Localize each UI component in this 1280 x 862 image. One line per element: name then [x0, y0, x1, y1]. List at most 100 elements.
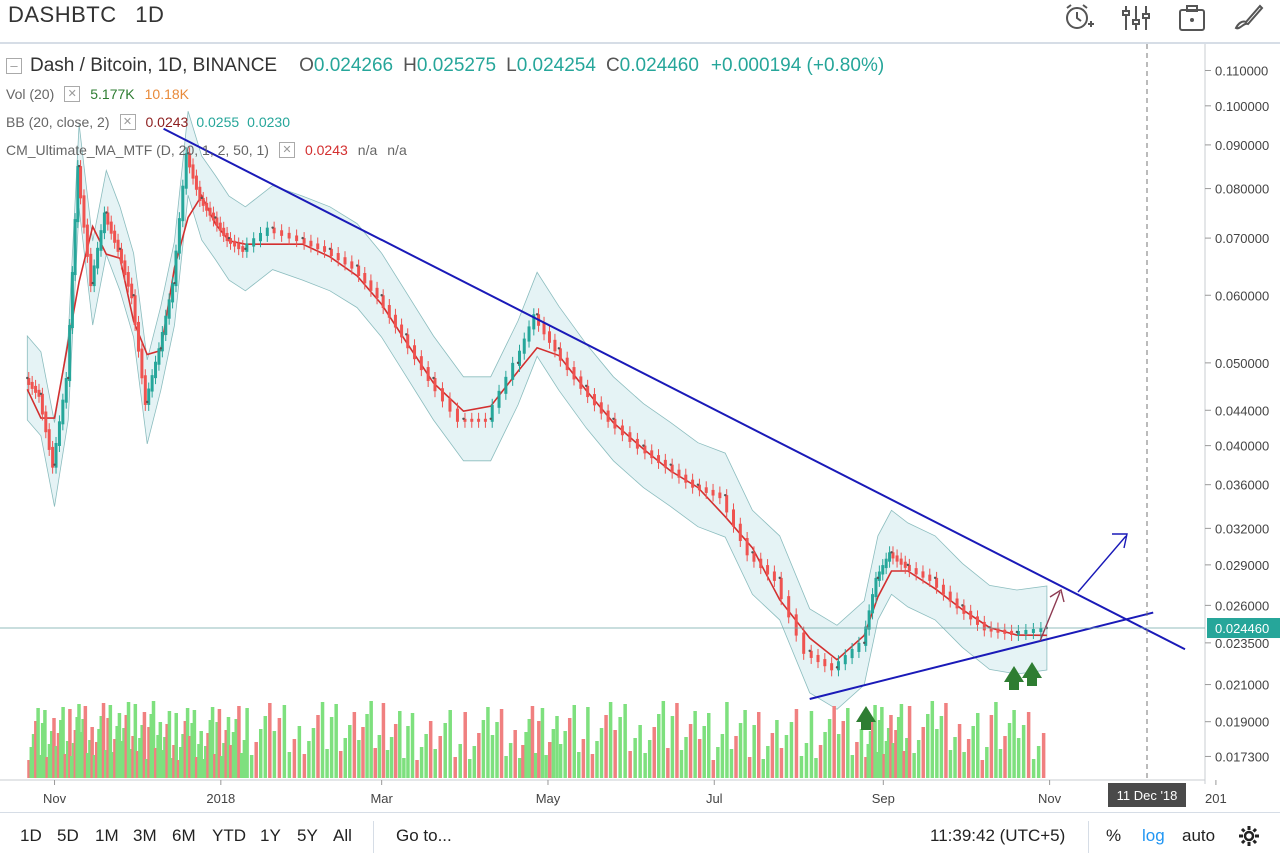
volume-bar: [916, 740, 921, 778]
candle-body: [802, 632, 806, 654]
volume-bar: [381, 703, 386, 778]
volume-bar: [775, 720, 779, 778]
collapse-legend-icon[interactable]: –: [6, 58, 22, 74]
auto-scale-toggle[interactable]: auto: [1182, 826, 1216, 845]
volume-bar: [896, 717, 901, 778]
drawing-brush-icon[interactable]: [1232, 2, 1266, 34]
candle-body: [157, 348, 161, 365]
volume-bar: [957, 724, 962, 778]
range-3m[interactable]: 3M: [133, 826, 157, 845]
volume-bar: [428, 721, 433, 778]
volume-bar: [373, 748, 377, 778]
vol-close-icon[interactable]: ✕: [64, 86, 81, 102]
vol-ma-value: 10.18K: [144, 86, 189, 102]
price-point: [227, 236, 231, 240]
indicators-icon[interactable]: [1120, 2, 1152, 34]
symbol-title[interactable]: DASHBTC 1D: [8, 2, 164, 28]
volume-bar: [433, 749, 437, 778]
volume-bar: [113, 739, 117, 778]
volume-bar: [975, 713, 980, 778]
candle-body: [874, 577, 878, 598]
range-6m[interactable]: 6M: [172, 826, 196, 845]
volume-bar: [194, 757, 199, 778]
volume-bar: [277, 718, 282, 778]
volume-bar: [206, 733, 210, 778]
volume-bar: [921, 727, 925, 778]
volume-bar: [756, 712, 761, 778]
candle-body: [823, 659, 827, 667]
volume-bar: [855, 742, 859, 778]
candle-body: [483, 418, 487, 422]
percent-scale-toggle[interactable]: %: [1106, 826, 1122, 845]
clock-timezone[interactable]: 11:39:42 (UTC+5): [930, 826, 1066, 845]
volume-bar: [222, 743, 226, 778]
volume-bar: [217, 709, 222, 778]
log-scale-toggle[interactable]: log: [1142, 826, 1165, 845]
price-point: [432, 376, 435, 380]
volume-bar: [29, 747, 34, 778]
candle-body: [691, 479, 695, 488]
y-tick-label: 0.060000: [1215, 288, 1269, 303]
candle-body: [119, 248, 123, 264]
volume-bar: [729, 749, 734, 778]
volume-bar: [85, 753, 90, 778]
legend-vol-row[interactable]: Vol (20) ✕ 5.177K 10.18K: [6, 80, 884, 108]
volume-bar: [468, 759, 472, 778]
legend-low: L0.024254: [506, 55, 596, 76]
range-1y[interactable]: 1Y: [260, 826, 281, 845]
candle-body: [89, 253, 93, 287]
alarm-clock-icon[interactable]: [1062, 2, 1096, 34]
range-1d[interactable]: 1D: [20, 826, 42, 845]
candle-body: [470, 418, 474, 422]
volume-bar: [215, 722, 219, 778]
bb-upper-value: 0.0255: [196, 114, 240, 130]
volume-bar: [779, 748, 784, 778]
candle-body: [532, 314, 536, 330]
volume-bar: [73, 730, 78, 778]
volume-bar: [254, 742, 258, 778]
range-ytd[interactable]: YTD: [212, 826, 246, 845]
x-tick-label: 2018: [206, 791, 235, 806]
bb-close-icon[interactable]: ✕: [119, 114, 136, 130]
volume-bar: [443, 723, 447, 778]
candle-body: [174, 250, 178, 287]
volume-bar: [953, 737, 957, 778]
volume-bar: [47, 744, 52, 778]
candle-body: [830, 663, 834, 671]
goto-button[interactable]: Go to...: [396, 826, 452, 845]
candle-body: [184, 153, 188, 189]
cm-value-2: n/a: [357, 142, 378, 158]
chart-area[interactable]: 0.110000 0.100000 0.090000 0.080000 0.070000…: [0, 44, 1280, 812]
snapshot-icon[interactable]: [1176, 2, 1208, 34]
gear-icon[interactable]: [1238, 825, 1260, 852]
volume-bar: [131, 736, 135, 778]
range-all[interactable]: All: [333, 826, 352, 845]
candle-body: [752, 552, 756, 562]
volume-bar: [725, 702, 729, 778]
volume-bar: [889, 715, 893, 778]
interval-label[interactable]: 1D: [135, 2, 165, 27]
y-tick-label: 0.090000: [1215, 138, 1269, 153]
candle-body: [816, 654, 820, 663]
support-up-arrow-icon: [856, 706, 876, 730]
legend-bb-row[interactable]: BB (20, close, 2) ✕ 0.0243 0.0255 0.0230: [6, 108, 884, 136]
price-point: [696, 483, 700, 486]
legend-cm-row[interactable]: CM_Ultimate_MA_MTF (D, 20, 1, 2, 50, 1) …: [6, 136, 884, 164]
cm-value-3: n/a: [387, 142, 407, 158]
volume-bar: [90, 727, 94, 778]
y-tick-label: 0.026000: [1215, 598, 1269, 613]
volume-bar: [789, 722, 794, 778]
volume-bar: [832, 706, 836, 778]
price-chart[interactable]: 0.110000 0.100000 0.090000 0.080000 0.070000…: [0, 44, 1280, 812]
candle-body: [490, 404, 494, 422]
range-1m[interactable]: 1M: [95, 826, 119, 845]
range-5d[interactable]: 5D: [57, 826, 79, 845]
candle-body: [92, 265, 96, 287]
top-toolbar: DASHBTC 1D: [0, 0, 1280, 44]
cm-close-icon[interactable]: ✕: [278, 142, 295, 158]
price-point: [186, 152, 190, 155]
range-5y[interactable]: 5Y: [297, 826, 318, 845]
candle-body: [130, 283, 134, 299]
volume-bar: [670, 716, 675, 778]
candle-body: [357, 265, 361, 276]
